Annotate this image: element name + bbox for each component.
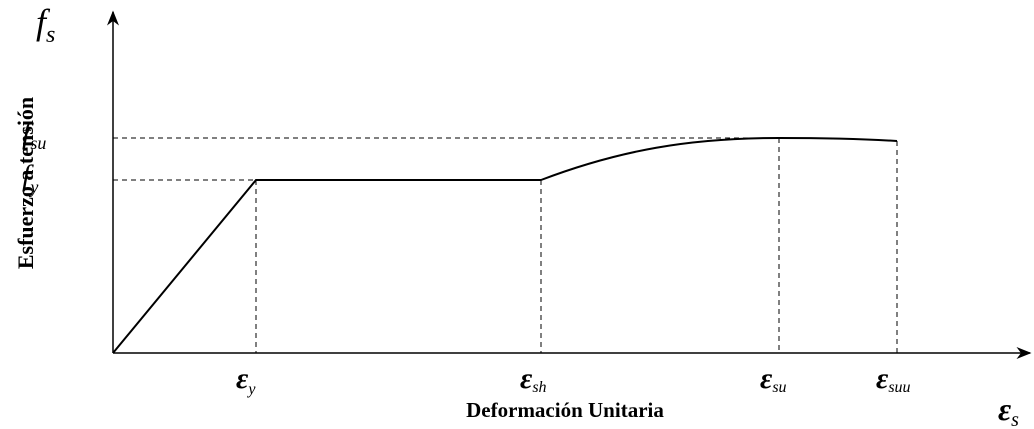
label-part: su	[30, 133, 46, 153]
label-part: su	[772, 379, 786, 396]
x-point-label: εy	[236, 362, 256, 398]
label-part: s	[46, 22, 55, 48]
label-part: ε	[876, 362, 889, 395]
label-part: ε	[998, 391, 1011, 427]
x-point-label: εsu	[760, 362, 787, 396]
guide-lines	[113, 137, 898, 353]
stress-strain-curve	[112, 136, 898, 354]
label-part: y	[246, 381, 256, 398]
x-point-label: εsh	[520, 362, 547, 396]
y-axis-symbol: fs	[36, 2, 55, 48]
label-part: s	[1011, 409, 1019, 429]
label-part: sh	[532, 379, 546, 396]
label-part: ε	[236, 362, 249, 395]
y-axis-title: Esfuerzo a tensión	[13, 97, 38, 269]
x-axis-symbol: εs	[998, 391, 1019, 429]
label-part: ε	[520, 362, 533, 395]
x-axis-title: Deformación Unitaria	[466, 398, 664, 422]
label-part: y	[28, 177, 38, 197]
label-part: suu	[888, 379, 910, 396]
label-part: ε	[760, 362, 773, 395]
x-point-label: εsuu	[876, 362, 911, 396]
